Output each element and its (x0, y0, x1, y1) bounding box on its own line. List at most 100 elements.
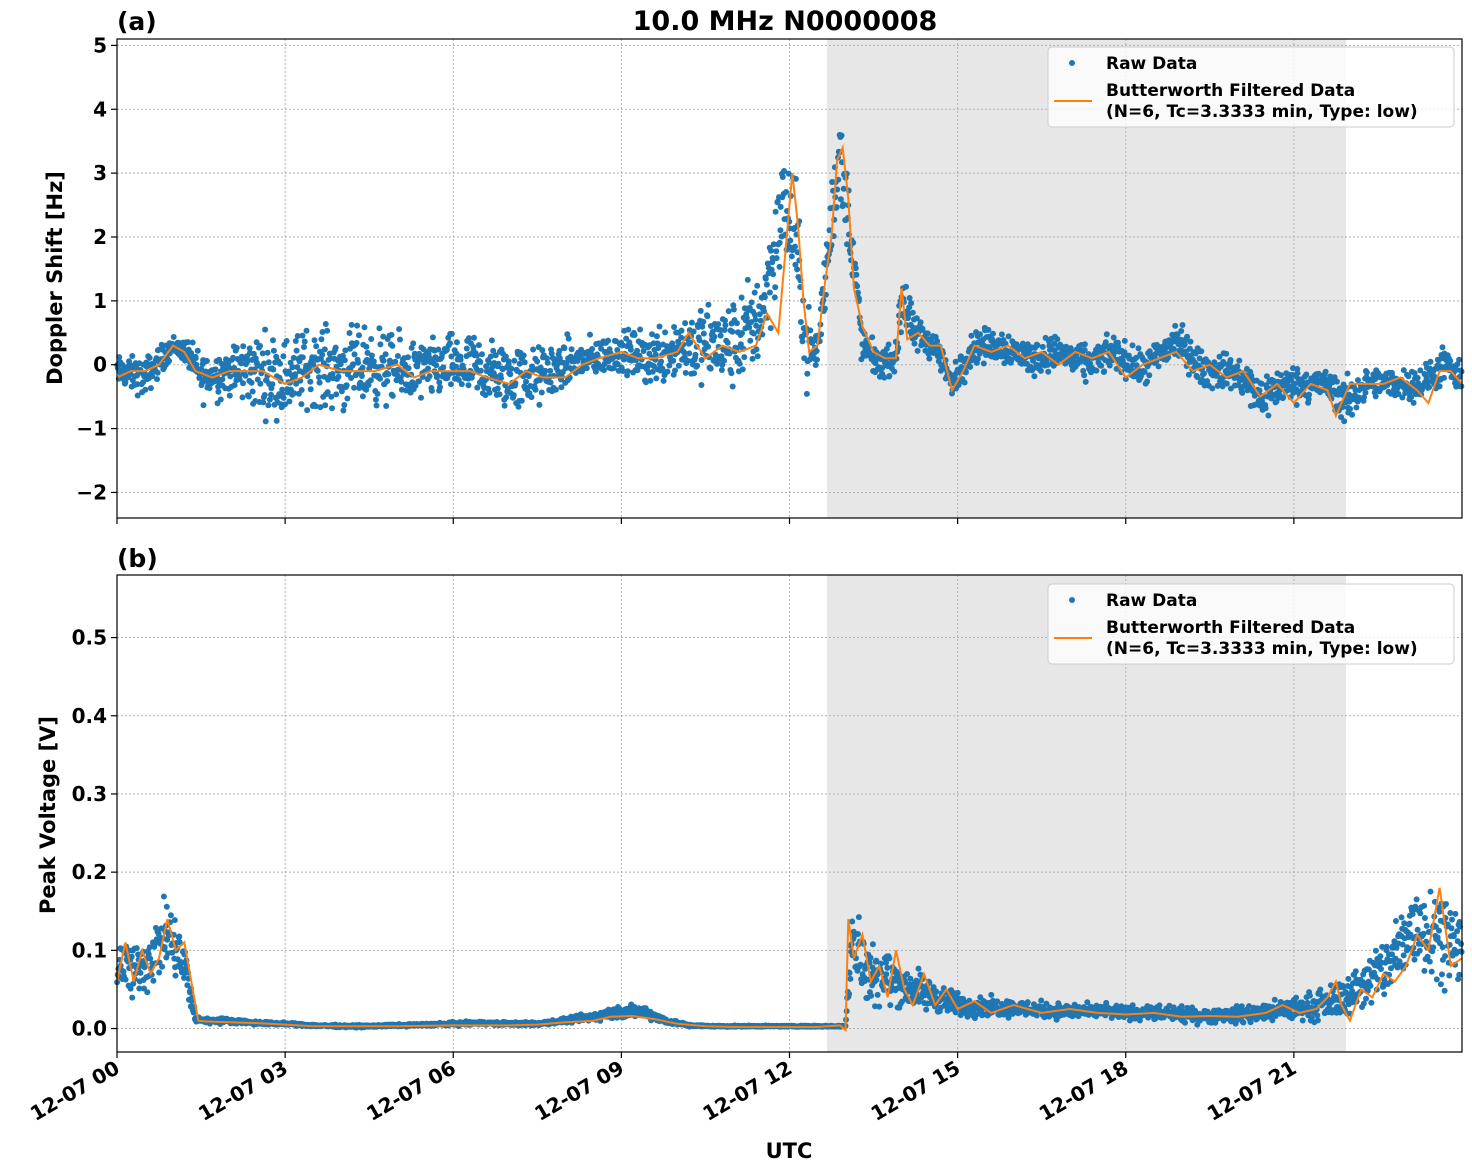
raw-data-point (301, 344, 307, 350)
raw-data-point (1005, 333, 1012, 340)
raw-data-point (353, 339, 360, 346)
y-tick-label: 3 (93, 161, 107, 185)
raw-data-point (158, 341, 165, 348)
raw-data-point (389, 392, 396, 399)
raw-data-point (805, 303, 812, 310)
raw-data-point (528, 394, 535, 401)
raw-data-point (678, 334, 685, 341)
raw-data-point (240, 380, 246, 387)
raw-data-point (954, 989, 961, 996)
raw-data-point (552, 386, 559, 393)
raw-data-point (950, 989, 957, 996)
raw-data-point (397, 336, 403, 343)
y-tick-label: 1 (93, 289, 107, 313)
raw-data-point (1211, 359, 1218, 366)
raw-data-point (398, 378, 405, 385)
raw-data-point (1172, 322, 1179, 329)
raw-data-point (1044, 361, 1051, 368)
raw-data-point (324, 389, 331, 396)
raw-data-point (652, 351, 659, 358)
raw-data-point (915, 965, 922, 972)
raw-data-point (1037, 367, 1044, 374)
raw-data-point (440, 364, 447, 371)
raw-data-point (293, 380, 300, 387)
raw-data-point (1271, 996, 1278, 1003)
raw-data-point (754, 282, 761, 289)
panel-a-filtered-line (116, 143, 1463, 419)
raw-data-point (134, 381, 141, 388)
raw-data-point (1054, 336, 1061, 343)
raw-data-point (342, 347, 349, 354)
raw-data-point (405, 365, 412, 372)
raw-data-point (1270, 377, 1277, 384)
raw-data-point (1291, 380, 1298, 387)
raw-data-point (649, 331, 656, 338)
raw-data-point (980, 360, 987, 367)
raw-data-point (898, 329, 904, 336)
raw-data-point (739, 366, 746, 373)
raw-data-point (968, 332, 975, 339)
raw-data-point (807, 327, 814, 334)
raw-data-point (785, 170, 792, 177)
raw-data-point (776, 263, 783, 270)
raw-data-point (215, 388, 222, 395)
raw-data-point (324, 327, 331, 334)
raw-data-point (1389, 372, 1396, 379)
raw-data-point (1263, 373, 1270, 380)
raw-data-point (338, 383, 345, 390)
raw-data-point (752, 311, 758, 318)
raw-data-point (129, 994, 136, 1001)
raw-data-point (505, 361, 512, 368)
raw-data-point (686, 350, 693, 357)
raw-data-point (1299, 999, 1305, 1006)
raw-data-point (736, 360, 743, 367)
raw-data-point (520, 352, 527, 359)
raw-data-point (887, 1002, 894, 1009)
raw-data-point (129, 353, 136, 359)
raw-data-point (333, 391, 340, 398)
raw-data-point (492, 352, 499, 359)
raw-data-point (715, 321, 722, 328)
raw-data-point (989, 336, 996, 343)
raw-data-point (747, 337, 754, 344)
raw-data-point (748, 319, 755, 326)
raw-data-point (328, 393, 335, 400)
raw-data-point (501, 402, 508, 409)
raw-data-point (1185, 371, 1192, 378)
y-tick-label: −2 (76, 480, 107, 504)
raw-data-point (233, 344, 240, 351)
raw-data-point (322, 321, 329, 327)
raw-data-point (200, 402, 207, 409)
raw-data-point (558, 384, 565, 391)
raw-data-point (794, 266, 801, 273)
raw-data-point (530, 346, 537, 353)
raw-data-point (728, 370, 735, 377)
raw-data-point (367, 377, 374, 384)
raw-data-point (600, 367, 607, 374)
raw-data-point (348, 321, 355, 328)
raw-data-point (616, 353, 623, 360)
raw-data-point (176, 939, 183, 946)
raw-data-point (206, 385, 213, 392)
raw-data-point (262, 418, 269, 425)
raw-data-point (512, 380, 519, 387)
raw-data-point (1101, 368, 1108, 375)
panel-a-ylabel: Doppler Shift [Hz] (43, 171, 67, 385)
legend-box (1047, 46, 1455, 128)
raw-data-point (998, 331, 1005, 338)
raw-data-point (1306, 391, 1313, 398)
raw-data-point (1129, 342, 1136, 349)
raw-data-point (502, 353, 509, 360)
raw-data-point (884, 964, 891, 971)
raw-data-point (412, 382, 419, 389)
raw-data-point (909, 309, 916, 316)
raw-data-point (368, 352, 375, 359)
raw-data-point (1155, 363, 1162, 370)
raw-data-point (721, 357, 727, 364)
raw-data-point (1081, 347, 1088, 354)
raw-data-point (741, 354, 748, 361)
raw-data-point (974, 355, 981, 362)
panel-a-xticks (116, 518, 1295, 524)
raw-data-point (1333, 378, 1340, 385)
